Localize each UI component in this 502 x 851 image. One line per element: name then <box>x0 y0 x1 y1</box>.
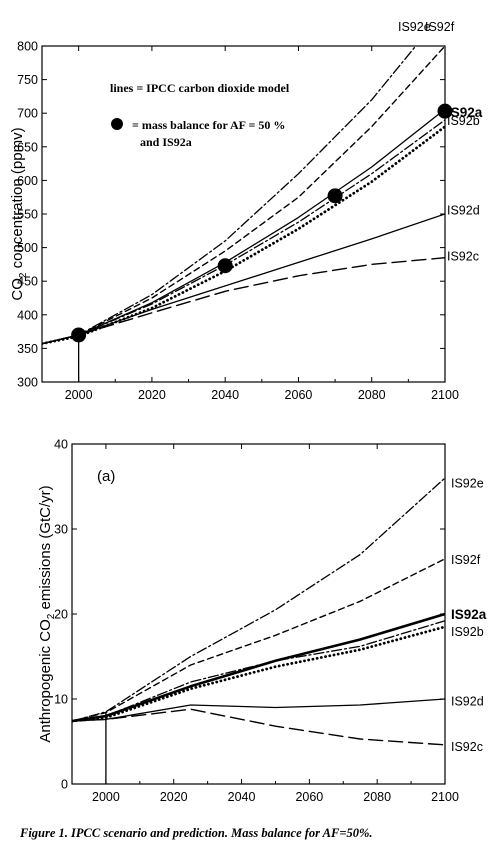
series-line-is92a <box>72 612 445 723</box>
series-label-is92c: IS92c <box>451 740 483 754</box>
x-tick-label: 2080 <box>363 790 391 804</box>
series-line-is92e <box>42 46 417 345</box>
series-line-is92f <box>42 46 445 345</box>
x-tick-label: 2060 <box>295 790 323 804</box>
series-label-is92f: IS92f <box>451 553 481 567</box>
y-tick-label: 400 <box>17 308 38 322</box>
y-tick-label: 750 <box>17 73 38 87</box>
plot-frame <box>41 45 446 383</box>
y-tick-label: 20 <box>54 608 68 622</box>
y-tick-label: 350 <box>17 342 38 356</box>
co2-emissions-chart: 2000 2020 2040 2060 2080 2100 0 10 20 30 40 Anthrop… <box>37 438 487 805</box>
y-axis-label: Anthropogenic CO2 emissions (GtC/yr) <box>37 485 57 742</box>
x-tick-label: 2060 <box>285 388 313 402</box>
mass-balance-marker <box>327 188 343 204</box>
series-line-is92b <box>72 620 445 722</box>
mass-balance-marker <box>71 327 87 343</box>
series-line-is92b <box>42 119 445 345</box>
y-tick-label: 300 <box>17 376 38 390</box>
co2-concentration-chart: 2000 2020 2040 2060 2080 2100 300 350 400 450 500 5… <box>9 20 483 402</box>
legend-marker-text-2: and IS92a <box>140 135 192 149</box>
series-line-is92e <box>72 477 445 722</box>
y-tick-label: 700 <box>17 107 38 121</box>
legend-lines-text: lines = IPCC carbon dioxide model <box>110 81 290 95</box>
y-tick-label: 650 <box>17 140 38 154</box>
series-label-is92c: IS92c <box>447 250 479 264</box>
figure-caption: Figure 1. IPCC scenario and prediction. … <box>20 826 373 840</box>
series-label-is92e: IS92e <box>398 20 431 34</box>
panel-label: (a) <box>97 468 115 485</box>
x-tick-label: 2000 <box>92 790 120 804</box>
x-tick-label: 2040 <box>211 388 239 402</box>
series-line-is92d <box>72 698 445 722</box>
y-tick-label: 550 <box>17 208 38 222</box>
series-label-is92f: IS92f <box>425 20 455 34</box>
mass-balance-marker <box>437 103 453 119</box>
x-tick-label: 2100 <box>431 790 459 804</box>
series-label-is92b: IS92b <box>447 114 480 128</box>
plot-frame <box>71 443 446 785</box>
y-tick-label: 10 <box>54 693 68 707</box>
series-label-is92b: IS92b <box>451 625 484 639</box>
x-tick-label: 2040 <box>228 790 256 804</box>
series-line-is92c <box>42 257 445 345</box>
series-label-is92a: IS92a <box>447 105 483 120</box>
y-axis-label: CO2 concentration (ppmv) <box>9 127 29 300</box>
y-tick-label: 40 <box>54 438 68 452</box>
y-tick-label: 450 <box>17 275 38 289</box>
series-label-is92a: IS92a <box>451 607 487 622</box>
y-tick-label: 800 <box>17 40 38 54</box>
legend-marker-text: = mass balance for AF = 50 % <box>132 118 285 132</box>
x-tick-label: 2000 <box>65 388 93 402</box>
series-line-dotted-mass-balance <box>72 625 445 723</box>
y-tick-label: 0 <box>61 778 68 792</box>
mass-balance-marker <box>217 258 233 274</box>
series-line-is92a <box>42 108 445 345</box>
series-line-is92c <box>72 708 445 746</box>
x-tick-label: 2080 <box>358 388 386 402</box>
x-tick-label: 2020 <box>160 790 188 804</box>
y-tick-label: 500 <box>17 241 38 255</box>
series-label-is92e: IS92e <box>451 476 484 490</box>
x-tick-label: 2020 <box>138 388 166 402</box>
series-label-is92d: IS92d <box>451 695 484 709</box>
y-tick-label: 600 <box>17 174 38 188</box>
x-tick-label: 2100 <box>431 388 459 402</box>
legend-marker <box>111 118 123 130</box>
y-tick-label: 30 <box>54 523 68 537</box>
series-label-is92d: IS92d <box>447 203 480 217</box>
